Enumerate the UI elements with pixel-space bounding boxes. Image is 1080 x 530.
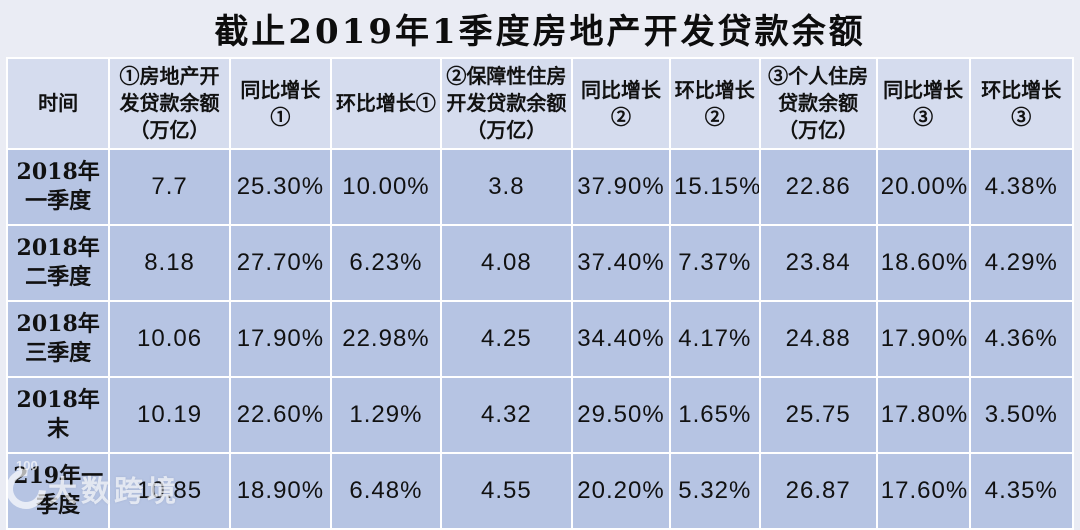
data-cell: 17.60% — [875, 452, 971, 530]
data-cell: 25.30% — [228, 148, 333, 226]
table-row: 2018年二季度 8.18 27.70% 6.23% 4.08 37.40% 7… — [5, 224, 1075, 302]
data-cell: 4.08 — [439, 224, 573, 302]
data-cell: 1.65% — [669, 376, 761, 454]
data-cell: 18.90% — [228, 452, 333, 530]
data-cell: 34.40% — [570, 300, 672, 378]
data-cell: 23.84 — [758, 224, 878, 302]
data-cell: 6.23% — [330, 224, 442, 302]
header-row: 时间 ①房地产开发贷款余额（万亿） 同比增长① 环比增长① ②保障性住房开发贷款… — [5, 57, 1075, 150]
page-title: 截止2019年1季度房地产开发贷款余额 — [214, 12, 866, 52]
data-cell: 10.00% — [330, 148, 442, 226]
row-label: 2018年二季度 — [5, 224, 111, 302]
data-cell: 7.7 — [108, 148, 231, 226]
row-label: 2018年末 — [5, 376, 111, 454]
data-cell: 37.90% — [570, 148, 672, 226]
table-row: 219年一季度 10.85 18.90% 6.48% 4.55 20.20% 5… — [5, 452, 1075, 530]
data-cell: 20.20% — [570, 452, 672, 530]
header-cell-yoy-1: 同比增长① — [228, 57, 333, 150]
data-cell: 22.98% — [330, 300, 442, 378]
data-cell: 26.87 — [758, 452, 878, 530]
data-cell: 37.40% — [570, 224, 672, 302]
header-cell-time: 时间 — [5, 57, 111, 150]
header-cell-affordable-housing-balance: ②保障性住房开发贷款余额（万亿） — [439, 57, 573, 150]
data-cell: 4.36% — [968, 300, 1075, 378]
data-cell: 4.17% — [669, 300, 761, 378]
data-cell: 20.00% — [875, 148, 971, 226]
data-cell: 24.88 — [758, 300, 878, 378]
data-cell: 17.90% — [228, 300, 333, 378]
data-cell: 4.25 — [439, 300, 573, 378]
data-cell: 15.15% — [669, 148, 761, 226]
data-cell: 1.29% — [330, 376, 442, 454]
row-label: 219年一季度 — [5, 452, 111, 530]
data-cell: 7.37% — [669, 224, 761, 302]
data-cell: 3.8 — [439, 148, 573, 226]
data-cell: 4.35% — [968, 452, 1075, 530]
table-row: 2018年三季度 10.06 17.90% 22.98% 4.25 34.40%… — [5, 300, 1075, 378]
data-cell: 5.32% — [669, 452, 761, 530]
data-cell: 10.06 — [108, 300, 231, 378]
data-cell: 22.60% — [228, 376, 333, 454]
data-cell: 29.50% — [570, 376, 672, 454]
data-cell: 10.19 — [108, 376, 231, 454]
loan-balance-table: 时间 ①房地产开发贷款余额（万亿） 同比增长① 环比增长① ②保障性住房开发贷款… — [5, 57, 1075, 530]
header-cell-dev-loan-balance: ①房地产开发贷款余额（万亿） — [108, 57, 231, 150]
data-cell: 4.38% — [968, 148, 1075, 226]
header-cell-mom-1: 环比增长① — [330, 57, 442, 150]
data-cell: 4.55 — [439, 452, 573, 530]
header-cell-mom-3: 环比增长③ — [968, 57, 1075, 150]
data-cell: 4.29% — [968, 224, 1075, 302]
data-cell: 4.32 — [439, 376, 573, 454]
data-cell: 18.60% — [875, 224, 971, 302]
data-cell: 17.80% — [875, 376, 971, 454]
data-cell: 22.86 — [758, 148, 878, 226]
data-cell: 8.18 — [108, 224, 231, 302]
table-row: 2018年一季度 7.7 25.30% 10.00% 3.8 37.90% 15… — [5, 148, 1075, 226]
data-cell: 3.50% — [968, 376, 1075, 454]
data-cell: 10.85 — [108, 452, 231, 530]
data-cell: 25.75 — [758, 376, 878, 454]
header-cell-yoy-3: 同比增长③ — [875, 57, 971, 150]
row-label: 2018年三季度 — [5, 300, 111, 378]
table-row: 2018年末 10.19 22.60% 1.29% 4.32 29.50% 1.… — [5, 376, 1075, 454]
row-label: 2018年一季度 — [5, 148, 111, 226]
header-cell-yoy-2: 同比增长② — [570, 57, 672, 150]
data-cell: 27.70% — [228, 224, 333, 302]
data-cell: 17.90% — [875, 300, 971, 378]
header-cell-personal-housing-balance: ③个人住房贷款余额（万亿） — [758, 57, 878, 150]
header-cell-mom-2: 环比增长② — [669, 57, 761, 150]
